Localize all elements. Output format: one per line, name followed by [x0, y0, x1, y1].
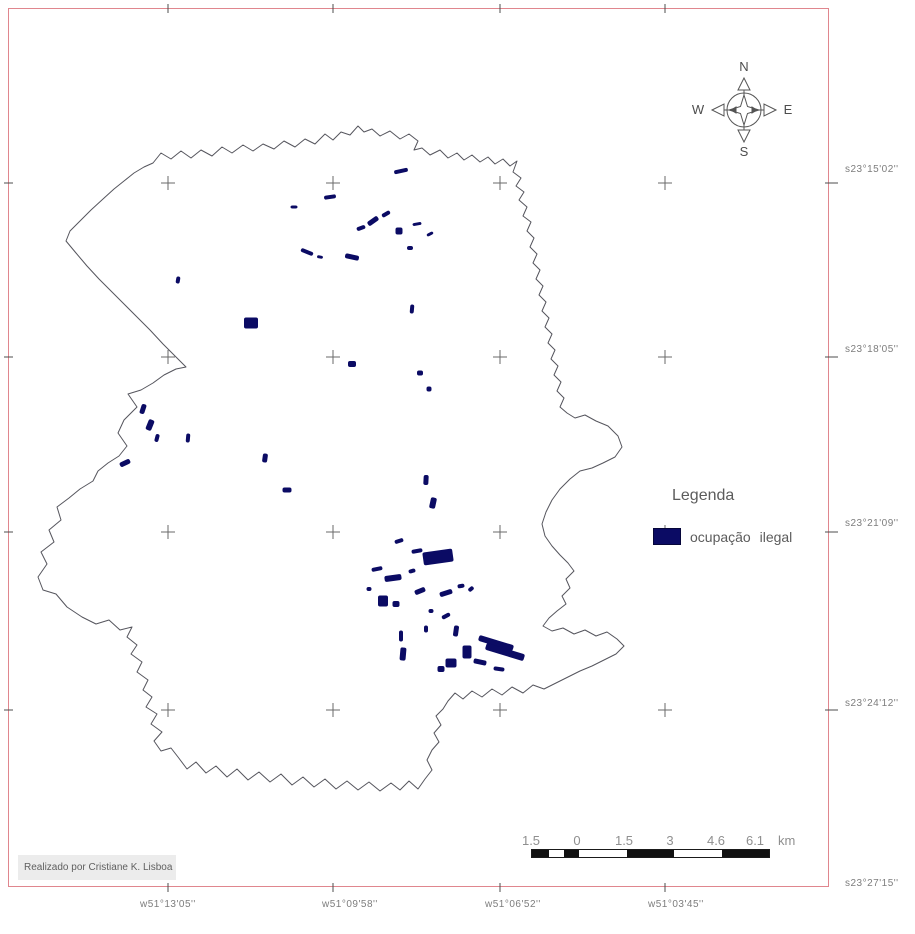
occupation-polygon — [473, 658, 487, 666]
occupation-polygon — [244, 317, 258, 329]
occupation-polygon — [282, 487, 292, 493]
occupation-polygon — [367, 216, 379, 226]
occupation-polygon — [457, 583, 465, 589]
scale-unit-label: km — [778, 833, 796, 848]
occupation-polygon — [290, 205, 298, 209]
compass-label-e: E — [784, 102, 793, 117]
occupation-polygon — [175, 276, 181, 284]
compass-label-w: W — [692, 102, 705, 117]
compass-east-arrow-icon — [763, 103, 778, 117]
occupation-polygon — [423, 474, 429, 486]
occupation-polygon — [356, 225, 366, 231]
occupation-polygon — [399, 630, 403, 642]
occupation-polygon — [394, 538, 404, 544]
longitude-label: w51°09'58'' — [322, 899, 378, 910]
municipality-outline — [37, 125, 625, 792]
occupation-polygon — [366, 587, 372, 591]
occupation-polygon — [412, 222, 422, 226]
occupation-polygon — [384, 574, 402, 582]
longitude-label: w51°13'05'' — [140, 899, 196, 910]
occupation-polygon — [317, 255, 323, 259]
occupation-polygon — [185, 433, 191, 443]
scale-tick-label: 3 — [666, 833, 674, 848]
occupation-polygon — [381, 210, 391, 218]
occupation-polygon — [429, 497, 437, 509]
occupation-polygon — [392, 601, 400, 607]
legend-swatch-ocupacao-ilegal — [653, 528, 681, 545]
occupation-polygon — [409, 304, 415, 314]
legend-title: Legenda — [672, 487, 735, 504]
occupation-polygon — [399, 647, 407, 661]
legend-item: ocupação ilegal — [653, 528, 792, 545]
compass-label-s: S — [740, 144, 749, 159]
compass-star-icon — [727, 93, 761, 127]
latitude-label: s23°15'02'' — [845, 164, 899, 175]
occupation-polygon — [417, 370, 423, 376]
occupation-polygon — [408, 568, 416, 574]
scale-tick-label: 1.5 — [521, 833, 541, 848]
scale-tick-label: 4.6 — [706, 833, 726, 848]
occupation-polygon — [345, 253, 359, 261]
compass-south-arrow-icon — [737, 129, 751, 144]
scale-bar-segment — [579, 850, 627, 857]
occupation-polygon — [437, 666, 445, 672]
occupation-polygon — [426, 386, 432, 392]
occupation-polygon — [119, 459, 131, 467]
scale-bar-segment — [722, 850, 769, 857]
occupation-polygon — [145, 419, 155, 431]
occupation-polygon — [445, 658, 457, 668]
attribution-text: Realizado por Cristiane K. Lisboa — [24, 862, 173, 873]
occupation-polygon — [262, 453, 268, 463]
occupation-polygon — [422, 548, 454, 566]
map-neatline-frame — [8, 8, 829, 887]
scale-bar-segment — [532, 850, 549, 857]
compass-west-arrow-icon — [710, 103, 725, 117]
latitude-label: s23°24'12'' — [845, 698, 899, 709]
occupation-polygon — [348, 361, 356, 367]
occupation-polygon — [426, 231, 434, 237]
scale-bar-segment — [549, 850, 564, 857]
occupation-polygon — [428, 609, 434, 613]
occupation-polygon — [407, 246, 413, 250]
scale-tick-label: 1.5 — [614, 833, 634, 848]
compass-label-n: N — [739, 59, 748, 74]
occupation-polygon — [439, 589, 453, 597]
longitude-label: w51°06'52'' — [485, 899, 541, 910]
occupation-polygon — [139, 403, 147, 415]
latitude-label: s23°18'05'' — [845, 344, 899, 355]
attribution-box: Realizado por Cristiane K. Lisboa — [18, 855, 176, 880]
scale-tick-label: 0 — [573, 833, 581, 848]
latitude-label: s23°27'15'' — [845, 878, 899, 889]
occupation-polygon — [441, 612, 451, 620]
scale-bar-segment — [564, 850, 579, 857]
latitude-label: s23°21'09'' — [845, 518, 899, 529]
compass-rose: N S W E — [692, 59, 793, 159]
occupation-polygon — [395, 227, 403, 235]
occupation-polygon — [493, 666, 505, 672]
occupation-polygon — [154, 434, 160, 442]
occupation-polygon — [478, 635, 514, 651]
occupation-polygon — [414, 587, 426, 595]
occupation-polygon — [462, 645, 472, 659]
longitude-label: w51°03'45'' — [648, 899, 704, 910]
occupation-polygon — [468, 586, 474, 592]
occupation-polygon — [378, 595, 388, 607]
legend-item-label: ocupação ilegal — [690, 528, 793, 545]
scale-bar-segment — [627, 850, 674, 857]
occupation-polygon — [453, 625, 459, 637]
occupation-polygon — [371, 566, 383, 572]
scale-bar-segment — [674, 850, 722, 857]
scale-bar-strip — [531, 849, 770, 858]
scale-tick-label: 6.1 — [745, 833, 765, 848]
compass-north-arrow-icon — [737, 76, 751, 91]
occupation-polygon — [300, 248, 314, 256]
occupation-polygon — [394, 167, 408, 175]
occupation-polygon — [485, 643, 525, 661]
occupation-polygon — [424, 625, 428, 633]
occupation-polygon — [324, 194, 336, 200]
occupation-polygon — [411, 548, 423, 554]
